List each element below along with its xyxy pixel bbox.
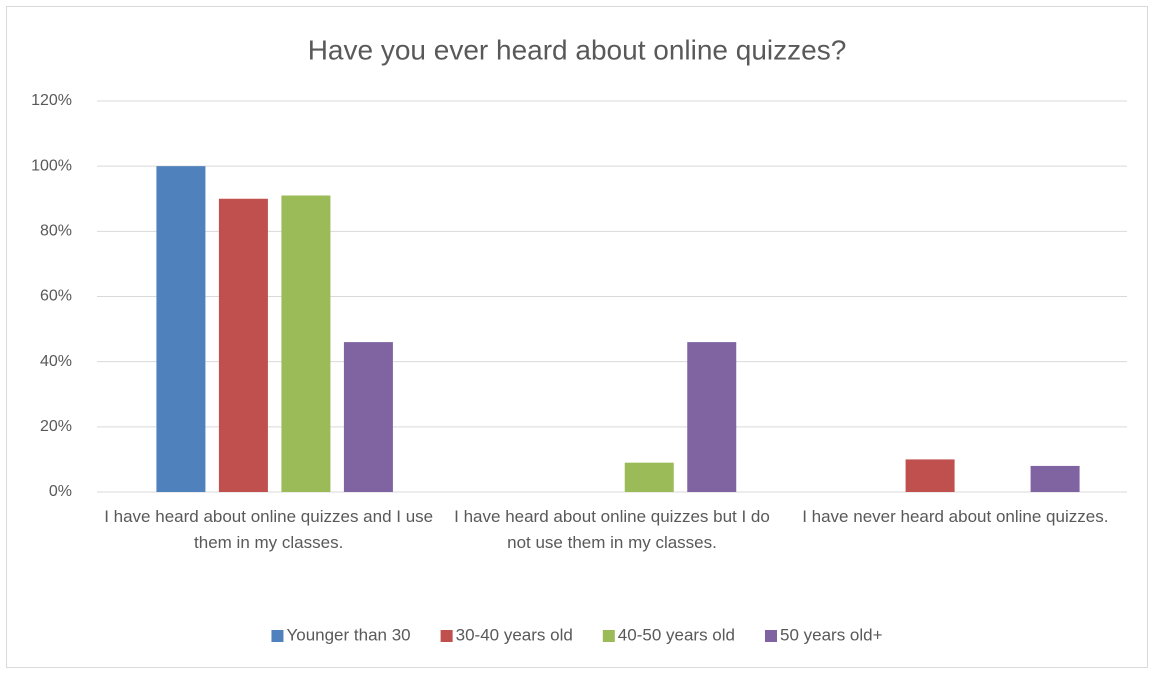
bar <box>624 462 674 492</box>
y-tick-label: 20% <box>40 418 72 435</box>
legend-swatch <box>440 630 453 642</box>
y-tick-label: 0% <box>49 483 72 500</box>
legend: Younger than 30 30-40 years old 40-50 year… <box>271 625 883 644</box>
x-tick-label: I have heard about online quizzes and I … <box>104 507 434 552</box>
y-tick-label: 100% <box>31 157 72 174</box>
y-tick-label: 80% <box>40 223 72 240</box>
y-tick-label: 40% <box>40 353 72 370</box>
bar <box>1030 465 1080 492</box>
legend-label: 50 years old+ <box>780 625 883 644</box>
bar <box>281 195 331 492</box>
y-tick-label: 60% <box>40 288 72 305</box>
x-tick-label: I have never heard about online quizzes. <box>802 507 1109 526</box>
bar <box>343 342 393 492</box>
x-tick-label-box: I have heard about online quizzes and I … <box>104 507 434 552</box>
legend-label: Younger than 30 <box>286 625 410 644</box>
legend-swatch <box>764 630 777 642</box>
bar <box>905 459 955 492</box>
y-tick-label: 120% <box>31 92 72 109</box>
chart-title: Have you ever heard about online quizzes… <box>308 34 847 65</box>
legend-swatch <box>271 630 284 642</box>
legend-swatch <box>602 630 615 642</box>
bar <box>687 342 737 492</box>
bar <box>218 198 268 492</box>
legend-label: 40-50 years old <box>618 625 735 644</box>
x-tick-label-box: I have never heard about online quizzes. <box>802 507 1109 526</box>
x-tick-label: I have heard about online quizzes but I … <box>454 507 770 552</box>
bar <box>156 166 206 492</box>
x-tick-label-box: I have heard about online quizzes but I … <box>454 507 770 552</box>
legend-label: 30-40 years old <box>456 625 573 644</box>
